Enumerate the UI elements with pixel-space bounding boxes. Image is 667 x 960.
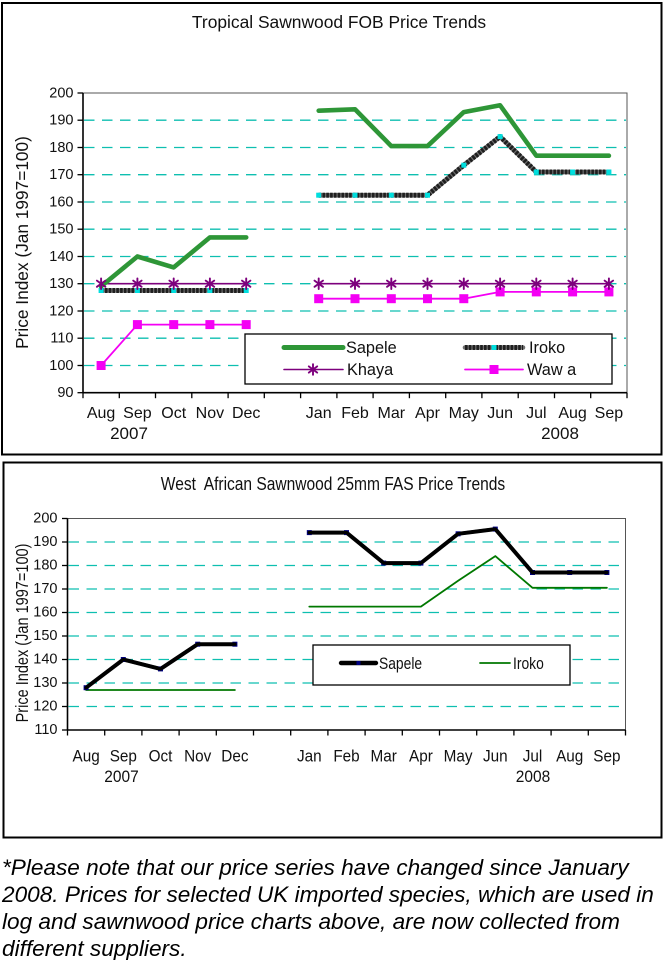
svg-text:Jun: Jun xyxy=(483,747,508,766)
svg-text:170: 170 xyxy=(33,581,57,597)
svg-text:May: May xyxy=(449,405,479,422)
svg-text:180: 180 xyxy=(49,140,73,156)
svg-text:Iroko: Iroko xyxy=(513,655,544,673)
svg-text:Sep: Sep xyxy=(123,405,152,422)
svg-text:Jun: Jun xyxy=(487,405,513,422)
svg-text:200: 200 xyxy=(33,511,57,527)
svg-text:Dec: Dec xyxy=(221,747,248,766)
svg-text:Dec: Dec xyxy=(232,405,260,422)
svg-text:Apr: Apr xyxy=(415,405,441,422)
svg-text:Nov: Nov xyxy=(184,747,212,766)
svg-text:150: 150 xyxy=(33,628,57,644)
svg-text:Sep: Sep xyxy=(595,405,624,422)
svg-text:Oct: Oct xyxy=(149,747,173,766)
svg-text:Apr: Apr xyxy=(409,747,433,766)
svg-text:Mar: Mar xyxy=(371,747,398,766)
svg-text:130: 130 xyxy=(49,276,73,292)
svg-text:Jul: Jul xyxy=(526,405,546,422)
svg-text:190: 190 xyxy=(33,534,57,550)
svg-text:100: 100 xyxy=(49,358,73,374)
svg-text:West African Sawnwood 25mm FA: West African Sawnwood 25mm FAS Price Tre… xyxy=(161,474,505,494)
svg-text:Jul: Jul xyxy=(523,747,543,766)
svg-text:Oct: Oct xyxy=(161,405,186,422)
svg-text:160: 160 xyxy=(49,195,73,211)
svg-text:110: 110 xyxy=(50,331,73,347)
svg-text:120: 120 xyxy=(33,699,57,715)
svg-text:2008: 2008 xyxy=(541,424,579,443)
svg-text:Jan: Jan xyxy=(306,405,332,422)
svg-text:Sapele: Sapele xyxy=(379,655,422,673)
svg-text:Feb: Feb xyxy=(341,405,369,422)
svg-text:150: 150 xyxy=(49,222,73,238)
svg-text:130: 130 xyxy=(33,675,57,691)
svg-text:Jan: Jan xyxy=(297,747,322,766)
svg-text:Sep: Sep xyxy=(593,747,620,766)
svg-text:Aug: Aug xyxy=(73,747,100,766)
svg-text:Iroko: Iroko xyxy=(529,339,565,357)
svg-text:Waw a: Waw a xyxy=(527,361,577,379)
svg-text:160: 160 xyxy=(33,605,57,621)
svg-text:110: 110 xyxy=(34,722,57,738)
svg-text:Mar: Mar xyxy=(378,405,406,422)
svg-text:Aug: Aug xyxy=(87,405,115,422)
svg-text:90: 90 xyxy=(57,385,73,401)
svg-text:2007: 2007 xyxy=(110,424,148,443)
svg-text:170: 170 xyxy=(49,167,73,183)
svg-text:Feb: Feb xyxy=(333,747,359,766)
svg-text:Tropical Sawnwood FOB Price Tr: Tropical Sawnwood FOB Price Trends xyxy=(192,12,486,32)
svg-text:Price Index (Jan 1997=100): Price Index (Jan 1997=100) xyxy=(12,136,32,349)
svg-text:2007: 2007 xyxy=(104,767,138,786)
svg-text:Sep: Sep xyxy=(110,747,137,766)
svg-text:140: 140 xyxy=(33,652,57,668)
svg-text:May: May xyxy=(444,747,474,766)
svg-text:190: 190 xyxy=(49,113,73,129)
svg-text:Nov: Nov xyxy=(196,405,224,422)
svg-text:Aug: Aug xyxy=(556,747,583,766)
svg-text:180: 180 xyxy=(33,558,57,574)
svg-text:Khaya: Khaya xyxy=(347,361,394,379)
svg-text:200: 200 xyxy=(49,86,73,102)
svg-text:140: 140 xyxy=(49,249,73,265)
svg-text:Sapele: Sapele xyxy=(346,339,397,357)
svg-text:120: 120 xyxy=(49,304,73,320)
svg-text:Price Index (Jan 1997=100): Price Index (Jan 1997=100) xyxy=(14,544,32,723)
svg-text:Aug: Aug xyxy=(558,405,586,422)
svg-text:2008: 2008 xyxy=(516,767,550,786)
